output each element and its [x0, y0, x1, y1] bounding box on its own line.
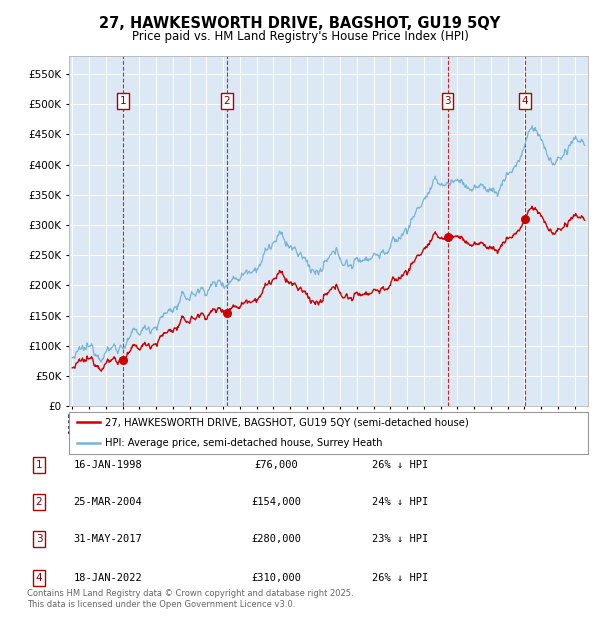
Text: £280,000: £280,000	[251, 534, 301, 544]
Text: 16-JAN-1998: 16-JAN-1998	[74, 460, 142, 470]
Text: £310,000: £310,000	[251, 573, 301, 583]
Text: 4: 4	[522, 96, 529, 106]
Text: Contains HM Land Registry data © Crown copyright and database right 2025.
This d: Contains HM Land Registry data © Crown c…	[27, 590, 353, 609]
Text: 31-MAY-2017: 31-MAY-2017	[74, 534, 142, 544]
Text: 2: 2	[35, 497, 43, 507]
Text: 18-JAN-2022: 18-JAN-2022	[74, 573, 142, 583]
Text: 23% ↓ HPI: 23% ↓ HPI	[372, 534, 428, 544]
Text: 27, HAWKESWORTH DRIVE, BAGSHOT, GU19 5QY (semi-detached house): 27, HAWKESWORTH DRIVE, BAGSHOT, GU19 5QY…	[106, 417, 469, 427]
Text: 27, HAWKESWORTH DRIVE, BAGSHOT, GU19 5QY: 27, HAWKESWORTH DRIVE, BAGSHOT, GU19 5QY	[100, 16, 500, 31]
Text: 25-MAR-2004: 25-MAR-2004	[74, 497, 142, 507]
Text: 1: 1	[35, 460, 43, 470]
Text: 26% ↓ HPI: 26% ↓ HPI	[372, 460, 428, 470]
Text: 26% ↓ HPI: 26% ↓ HPI	[372, 573, 428, 583]
Text: 3: 3	[444, 96, 451, 106]
Text: 2: 2	[224, 96, 230, 106]
Text: £154,000: £154,000	[251, 497, 301, 507]
Text: 1: 1	[120, 96, 127, 106]
Text: 3: 3	[35, 534, 43, 544]
Text: £76,000: £76,000	[254, 460, 298, 470]
Text: 4: 4	[35, 573, 43, 583]
Text: HPI: Average price, semi-detached house, Surrey Heath: HPI: Average price, semi-detached house,…	[106, 438, 383, 448]
Text: Price paid vs. HM Land Registry's House Price Index (HPI): Price paid vs. HM Land Registry's House …	[131, 30, 469, 43]
Text: 24% ↓ HPI: 24% ↓ HPI	[372, 497, 428, 507]
